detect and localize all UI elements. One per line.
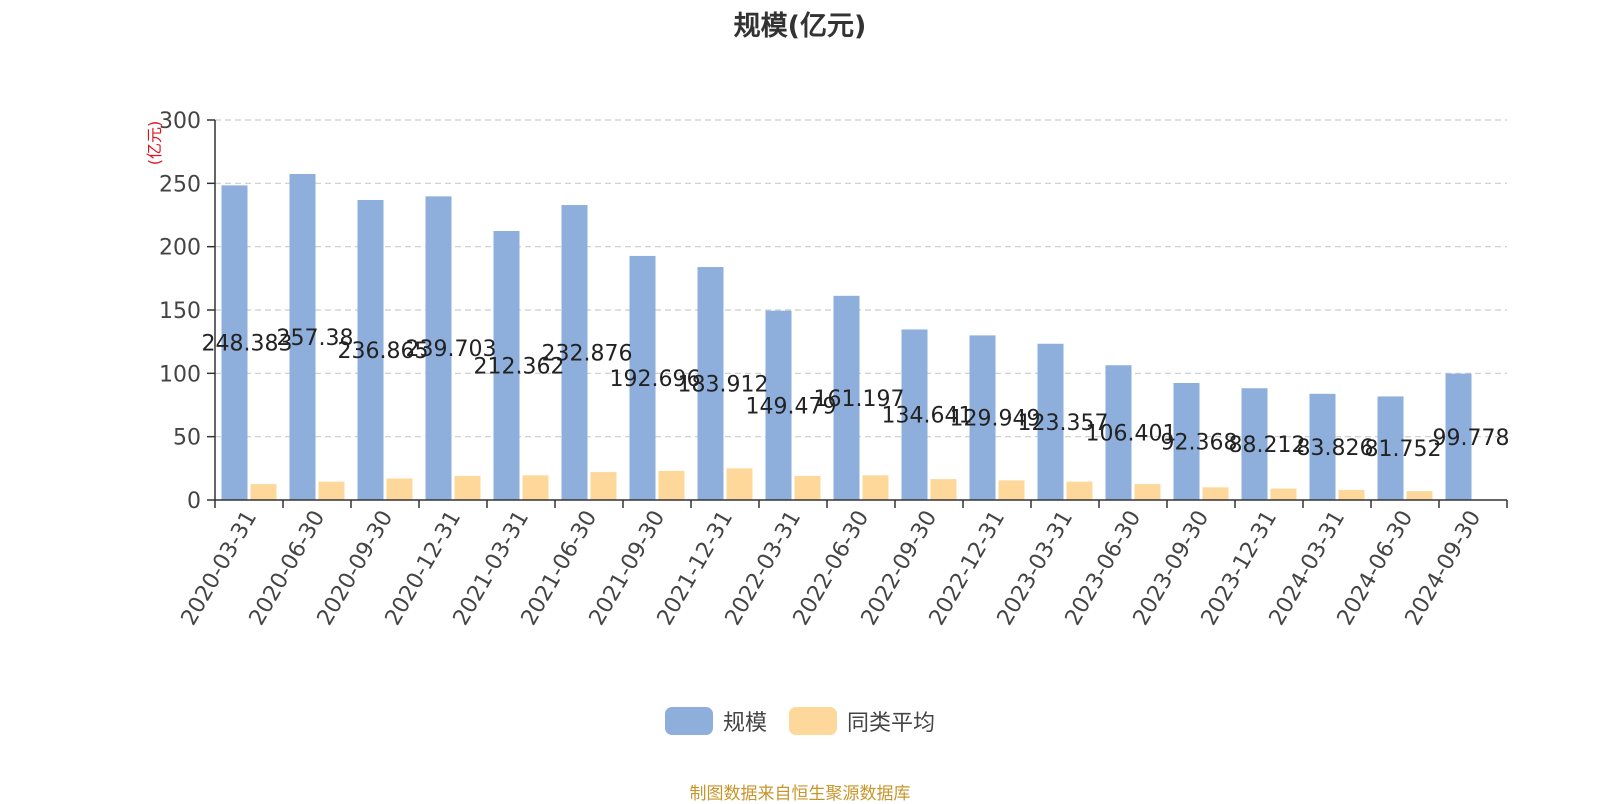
data-label: 239.703 bbox=[406, 337, 497, 362]
legend-swatch-peer-average bbox=[789, 707, 837, 735]
bar-peer-average bbox=[318, 481, 345, 500]
bar-scale bbox=[425, 196, 452, 500]
bars bbox=[221, 173, 1472, 501]
y-tick-label: 100 bbox=[159, 362, 201, 387]
bar-scale bbox=[901, 329, 928, 500]
bar-peer-average bbox=[1066, 481, 1093, 500]
data-label: 123.357 bbox=[1018, 411, 1109, 436]
data-label: 83.826 bbox=[1297, 436, 1374, 461]
bar-scale bbox=[221, 185, 248, 500]
y-tick-label: 250 bbox=[159, 172, 201, 197]
y-tick-label: 0 bbox=[187, 489, 201, 514]
bar-scale bbox=[1445, 373, 1472, 500]
legend: 规模 同类平均 bbox=[0, 705, 1600, 737]
data-label: 183.912 bbox=[678, 373, 769, 398]
bar-peer-average bbox=[590, 472, 617, 500]
bar-scale bbox=[1309, 393, 1336, 500]
data-label: 92.368 bbox=[1161, 431, 1238, 456]
data-label: 248.383 bbox=[202, 332, 293, 357]
data-label: 236.865 bbox=[338, 339, 429, 364]
y-tick-label: 200 bbox=[159, 236, 201, 261]
bar-peer-average bbox=[1338, 489, 1365, 500]
bar-peer-average bbox=[658, 470, 685, 500]
bar-peer-average bbox=[250, 484, 277, 500]
bar-peer-average bbox=[1202, 487, 1229, 500]
bar-peer-average bbox=[794, 475, 821, 500]
data-label: 81.752 bbox=[1365, 437, 1442, 462]
legend-label-peer-average: 同类平均 bbox=[847, 711, 936, 736]
legend-label-scale: 规模 bbox=[722, 711, 767, 736]
bar-scale bbox=[629, 255, 656, 500]
bar-scale bbox=[765, 310, 792, 500]
bar-scale bbox=[969, 335, 996, 500]
bar-scale bbox=[1173, 383, 1200, 500]
bar-scale bbox=[1037, 343, 1064, 500]
data-label: 88.212 bbox=[1229, 433, 1306, 458]
data-label: 257.38 bbox=[277, 326, 354, 351]
bar-peer-average bbox=[1270, 488, 1297, 500]
bar-peer-average bbox=[726, 468, 753, 500]
bar-scale bbox=[357, 199, 384, 500]
data-label: 99.778 bbox=[1433, 426, 1510, 451]
legend-item-peer-average[interactable]: 同类平均 bbox=[789, 705, 935, 737]
bar-scale bbox=[1377, 396, 1404, 500]
bar-scale bbox=[1105, 365, 1132, 500]
bar-scale bbox=[561, 205, 588, 500]
bar-peer-average bbox=[862, 475, 889, 500]
data-label: 192.696 bbox=[610, 367, 701, 392]
data-label: 212.362 bbox=[474, 355, 565, 380]
bar-scale bbox=[1241, 388, 1268, 500]
data-label: 232.876 bbox=[542, 342, 633, 367]
data-label: 106.401 bbox=[1086, 422, 1177, 447]
y-tick-label: 300 bbox=[159, 109, 201, 134]
y-tick-label: 50 bbox=[173, 426, 201, 451]
bar-scale bbox=[289, 173, 316, 500]
y-axis-label: (亿元) bbox=[145, 121, 164, 166]
bar-peer-average bbox=[386, 478, 413, 500]
legend-item-scale[interactable]: 规模 bbox=[664, 705, 767, 737]
bar-scale bbox=[493, 231, 520, 501]
data-source-note: 制图数据来自恒生聚源数据库 bbox=[689, 784, 911, 804]
bar-peer-average bbox=[1134, 484, 1161, 500]
data-label: 149.479 bbox=[746, 394, 837, 419]
bar-peer-average bbox=[522, 475, 549, 500]
y-tick-label: 150 bbox=[159, 299, 201, 324]
bar-scale bbox=[833, 295, 860, 500]
bar-peer-average bbox=[1406, 491, 1433, 500]
bar-peer-average bbox=[454, 475, 481, 500]
bar-scale bbox=[697, 267, 724, 500]
data-label: 129.949 bbox=[950, 407, 1041, 432]
bar-peer-average bbox=[998, 480, 1025, 500]
legend-swatch-scale bbox=[664, 707, 713, 735]
bar-peer-average bbox=[930, 479, 957, 500]
data-label: 134.641 bbox=[882, 404, 973, 429]
chart-title: 规模(亿元) bbox=[733, 11, 867, 42]
data-label: 161.197 bbox=[814, 387, 905, 412]
data-labels: 248.383257.38236.865239.703212.362232.87… bbox=[202, 326, 1510, 462]
